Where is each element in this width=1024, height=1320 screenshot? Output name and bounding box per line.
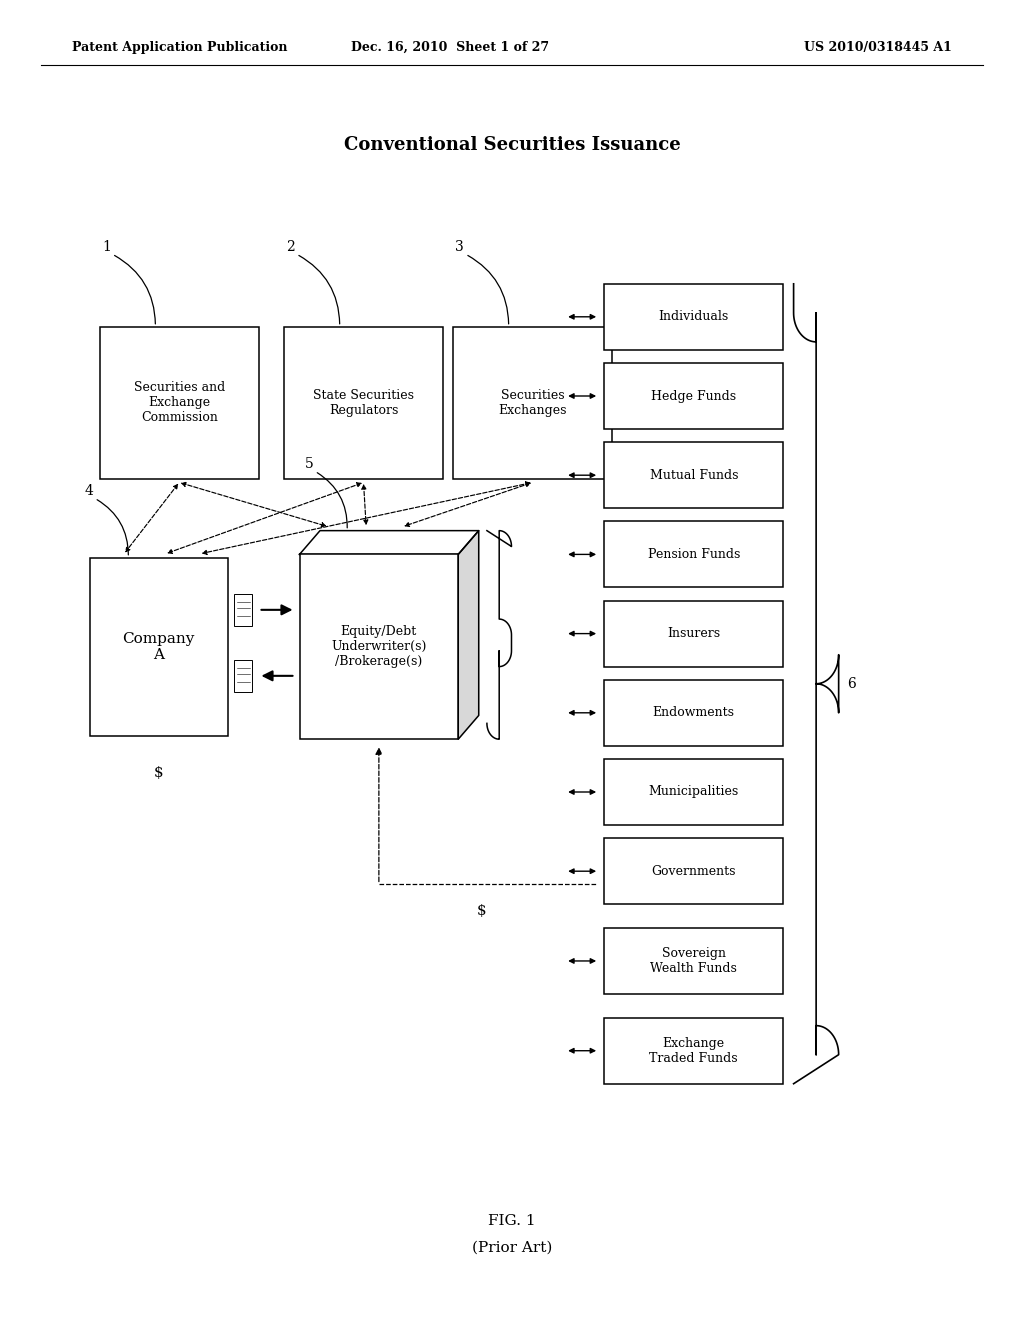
- Text: 1: 1: [101, 240, 111, 253]
- Text: Governments: Governments: [651, 865, 736, 878]
- Text: Pension Funds: Pension Funds: [647, 548, 740, 561]
- Text: Dec. 16, 2010  Sheet 1 of 27: Dec. 16, 2010 Sheet 1 of 27: [351, 41, 550, 54]
- Text: Company
A: Company A: [123, 632, 195, 661]
- Bar: [299, 554, 459, 739]
- Bar: [604, 521, 783, 587]
- Text: US 2010/0318445 A1: US 2010/0318445 A1: [805, 41, 952, 54]
- Text: Conventional Securities Issuance: Conventional Securities Issuance: [344, 136, 680, 154]
- Bar: [284, 327, 442, 479]
- Bar: [604, 601, 783, 667]
- Text: Sovereign
Wealth Funds: Sovereign Wealth Funds: [650, 946, 737, 975]
- Bar: [99, 327, 258, 479]
- Bar: [233, 594, 252, 626]
- Text: FIG. 1: FIG. 1: [488, 1214, 536, 1228]
- Text: Endowments: Endowments: [652, 706, 735, 719]
- Bar: [233, 660, 252, 692]
- Text: 6: 6: [847, 677, 856, 690]
- Text: 4: 4: [84, 484, 93, 498]
- Bar: [604, 284, 783, 350]
- Text: Securities and
Exchange
Commission: Securities and Exchange Commission: [133, 381, 225, 424]
- Text: Hedge Funds: Hedge Funds: [651, 389, 736, 403]
- Text: 3: 3: [455, 240, 464, 253]
- Text: Equity/Debt
Underwriter(s)
/Brokerage(s): Equity/Debt Underwriter(s) /Brokerage(s): [331, 626, 427, 668]
- Bar: [604, 1018, 783, 1084]
- Bar: [604, 838, 783, 904]
- Bar: [604, 363, 783, 429]
- Text: (Prior Art): (Prior Art): [472, 1241, 552, 1254]
- Bar: [453, 327, 612, 479]
- Bar: [604, 442, 783, 508]
- Text: $: $: [476, 904, 486, 917]
- Text: $: $: [154, 766, 164, 780]
- Polygon shape: [459, 531, 479, 739]
- Bar: [604, 928, 783, 994]
- Text: State Securities
Regulators: State Securities Regulators: [313, 388, 414, 417]
- Text: 2: 2: [286, 240, 295, 253]
- Text: Municipalities: Municipalities: [648, 785, 739, 799]
- Bar: [604, 759, 783, 825]
- Text: Exchange
Traded Funds: Exchange Traded Funds: [649, 1036, 738, 1065]
- Text: 5: 5: [305, 457, 313, 471]
- Polygon shape: [299, 531, 479, 554]
- Text: Mutual Funds: Mutual Funds: [649, 469, 738, 482]
- Text: Patent Application Publication: Patent Application Publication: [72, 41, 287, 54]
- Text: Individuals: Individuals: [658, 310, 729, 323]
- Text: Securities
Exchanges: Securities Exchanges: [499, 388, 566, 417]
- Bar: [604, 680, 783, 746]
- Text: Insurers: Insurers: [668, 627, 720, 640]
- Bar: [90, 557, 227, 737]
